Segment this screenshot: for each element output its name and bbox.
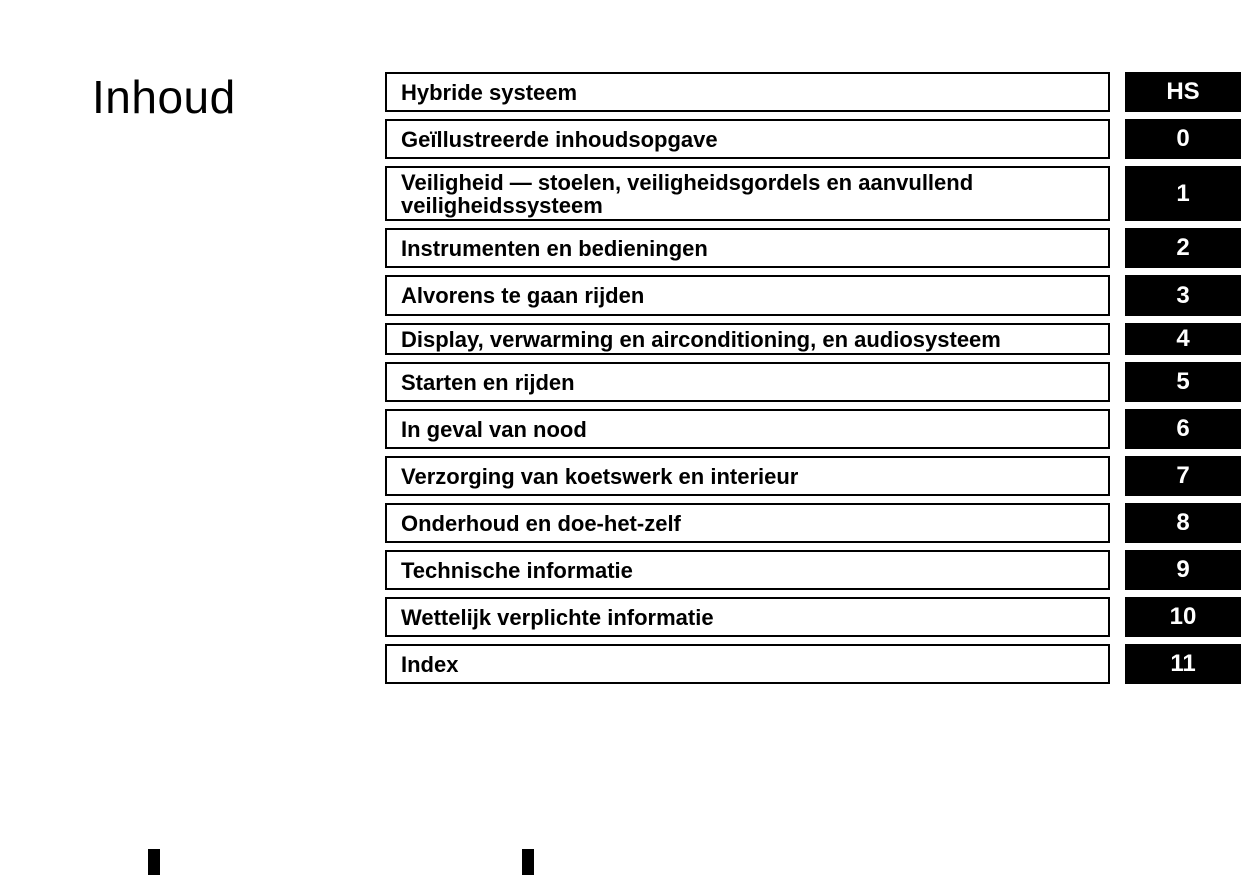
section-tab[interactable]: 1 <box>1125 166 1241 221</box>
section-tab[interactable]: 2 <box>1125 228 1241 268</box>
section-tab[interactable]: 10 <box>1125 597 1241 637</box>
section-tab[interactable]: 11 <box>1125 644 1241 684</box>
section-tab[interactable]: 6 <box>1125 409 1241 449</box>
toc-row[interactable]: In geval van nood <box>385 409 1110 449</box>
section-tab[interactable]: 0 <box>1125 119 1241 159</box>
toc-row[interactable]: Geïllustreerde inhoudsopgave <box>385 119 1110 159</box>
section-tab[interactable]: 9 <box>1125 550 1241 590</box>
toc-row[interactable]: Hybride systeem <box>385 72 1110 112</box>
toc-row[interactable]: Starten en rijden <box>385 362 1110 402</box>
toc-row[interactable]: Veiligheid — stoelen, veiligheidsgordels… <box>385 166 1110 221</box>
toc-list: Hybride systeem Geïllustreerde inhoudsopg… <box>385 72 1110 691</box>
section-tab[interactable]: 3 <box>1125 275 1241 315</box>
toc-row[interactable]: Index <box>385 644 1110 684</box>
toc-row[interactable]: Alvorens te gaan rijden <box>385 275 1110 315</box>
crop-marks <box>0 845 1241 875</box>
toc-row[interactable]: Verzorging van koetswerk en interieur <box>385 456 1110 496</box>
toc-row[interactable]: Technische informatie <box>385 550 1110 590</box>
section-tab[interactable]: 7 <box>1125 456 1241 496</box>
tabs-list: HS 0 1 2 3 4 5 6 7 8 9 10 11 <box>1125 72 1241 691</box>
toc-row[interactable]: Wettelijk verplichte informatie <box>385 597 1110 637</box>
page-title: Inhoud <box>92 70 236 124</box>
section-tab[interactable]: 8 <box>1125 503 1241 543</box>
section-tab[interactable]: 5 <box>1125 362 1241 402</box>
crop-mark <box>148 849 160 875</box>
crop-mark <box>522 849 534 875</box>
toc-row[interactable]: Instrumenten en bedieningen <box>385 228 1110 268</box>
section-tab[interactable]: 4 <box>1125 323 1241 355</box>
section-tab[interactable]: HS <box>1125 72 1241 112</box>
toc-row[interactable]: Display, verwarming en airconditioning, … <box>385 323 1110 355</box>
toc-row[interactable]: Onderhoud en doe-het-zelf <box>385 503 1110 543</box>
